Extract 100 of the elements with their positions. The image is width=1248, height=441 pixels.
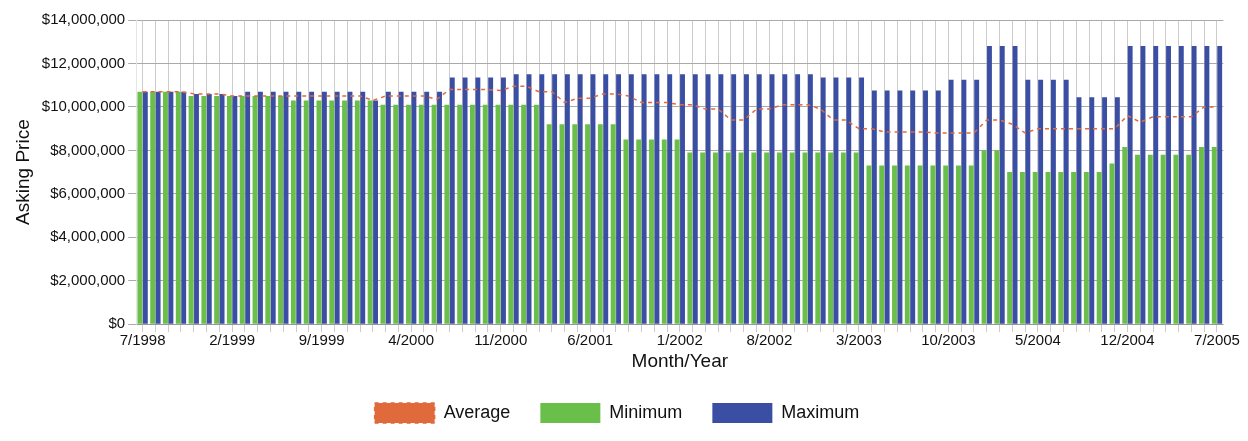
bar [1211,147,1217,324]
x-tick-label: 3/2003 [835,331,882,349]
bar [756,74,762,324]
bar [457,104,463,324]
bar [296,91,302,324]
y-tick-label: $6,000,000 [50,183,126,201]
bar [846,77,852,324]
bar [930,165,936,324]
bar [309,91,315,324]
bar [1096,172,1102,324]
bar [782,74,788,324]
bar [1019,172,1025,324]
bar [744,74,749,324]
bar [380,104,386,324]
bar [1166,46,1171,324]
bar [853,152,859,324]
bar [155,91,161,324]
bar [585,124,590,324]
bar [406,104,411,324]
bar [1063,79,1069,324]
bar [367,100,373,324]
bar [1038,79,1044,324]
bar [1114,97,1120,324]
bar [597,124,603,324]
bar [713,152,718,324]
bar [354,100,360,324]
bar [1147,154,1153,324]
bar [226,96,232,324]
bar [214,96,220,324]
bar [807,74,813,324]
bar [1191,46,1197,324]
bar [488,77,494,324]
y-tick-label: $12,000,000 [41,53,126,71]
bar [999,46,1005,324]
bar [334,91,340,324]
bar [1127,46,1133,324]
bar [764,152,770,324]
bar [795,74,801,324]
bar [437,91,442,324]
x-tick-label: 11/2000 [474,331,528,349]
y-tick-label: $4,000,000 [50,227,126,245]
bar [1204,46,1210,324]
bar [245,91,251,324]
bar [603,74,609,324]
bar [1083,172,1089,324]
bar [482,104,488,324]
bar [904,165,910,324]
bar [654,74,660,324]
bar [411,91,417,324]
bar [674,139,680,324]
bar [731,74,737,324]
bar [1186,154,1192,324]
bar [469,104,475,324]
bar [1025,79,1031,324]
bar [360,91,366,324]
bar [892,165,897,324]
bar [424,91,430,324]
bar [667,74,673,324]
bar [398,91,404,324]
bar [751,152,757,324]
x-tick-label: 5/2004 [1014,331,1061,349]
y-tick-label: $14,000,000 [41,10,126,28]
bar [577,74,583,324]
x-tick-label: 7/1998 [119,331,166,349]
bar [265,96,271,324]
bar [692,74,698,324]
x-axis-title: Month/Year [631,349,729,371]
bar [1173,154,1179,324]
bar [968,165,974,324]
y-tick-label: $0 [108,314,126,332]
bar [923,90,928,324]
x-tick-label: 7/2005 [1194,331,1240,349]
bar [974,79,980,324]
bar [628,74,634,324]
bar [194,93,199,324]
bar [342,100,347,324]
bar [1135,154,1140,324]
bar [533,104,539,324]
bar [201,96,207,324]
bar [840,152,846,324]
bar [257,91,263,324]
bar [1007,172,1013,324]
bar [1160,154,1166,324]
bar [994,150,1000,324]
bar [521,104,527,324]
x-tick-label: 4/2000 [388,331,435,349]
bar [321,91,327,324]
bar [501,77,506,324]
y-tick-label: $2,000,000 [50,270,126,288]
bar [181,91,187,324]
bar [303,100,309,324]
bar [661,139,667,324]
bar [641,74,647,324]
bar [649,139,654,324]
bar [1199,147,1204,324]
bar [1089,97,1095,324]
bar [871,90,877,324]
bar [884,90,890,324]
bar [1122,147,1128,324]
bar [329,100,335,324]
